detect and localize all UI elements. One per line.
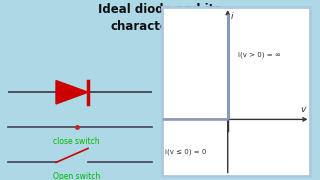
Text: i(v > 0) = ∞: i(v > 0) = ∞ xyxy=(238,51,280,58)
Text: v: v xyxy=(300,105,305,114)
Text: i(v ≤ 0) = 0: i(v ≤ 0) = 0 xyxy=(165,148,206,155)
Text: Open switch: Open switch xyxy=(53,172,100,180)
Text: i: i xyxy=(231,12,233,21)
Text: close switch: close switch xyxy=(53,137,100,146)
Polygon shape xyxy=(56,81,88,104)
Text: Ideal diode and its
characteristics: Ideal diode and its characteristics xyxy=(98,3,222,33)
